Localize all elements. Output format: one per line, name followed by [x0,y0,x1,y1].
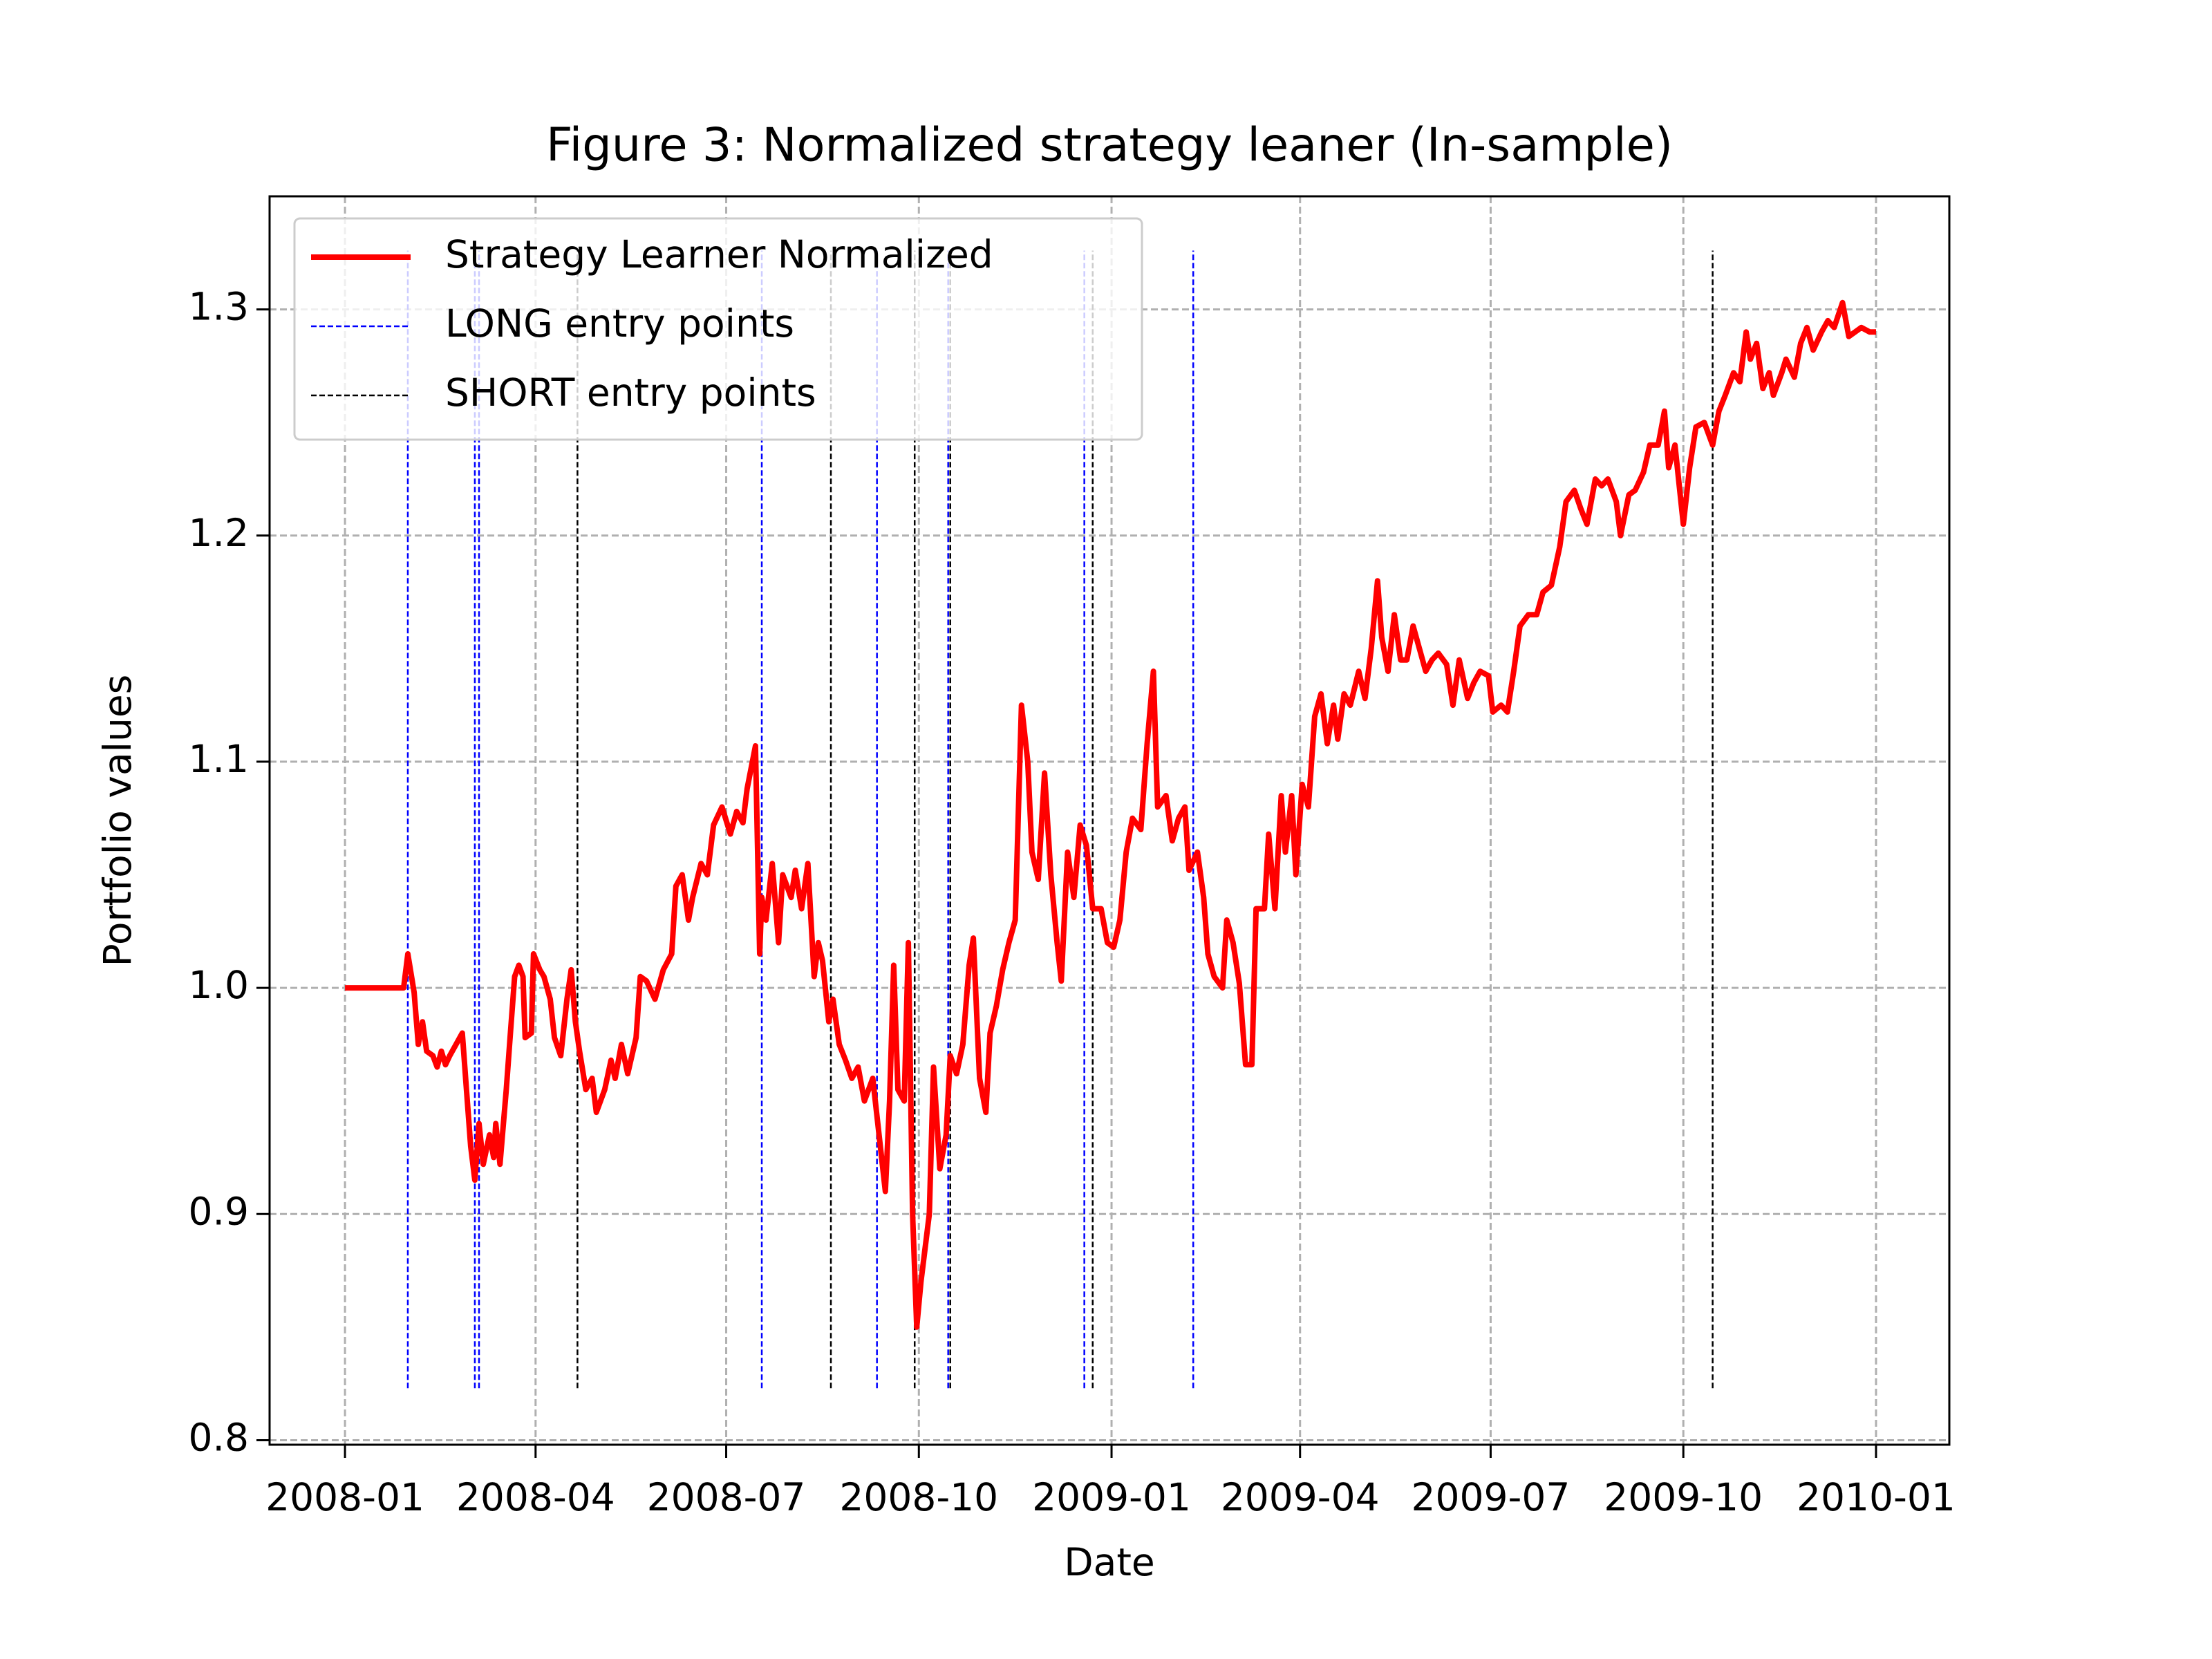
y-tick-label: 0.8 [189,1416,249,1460]
data-line [345,299,1876,1330]
legend-label: SHORT entry points [445,371,816,415]
x-tick-label: 2010-01 [1797,1475,1956,1519]
x-tick-label: 2008-01 [265,1475,424,1519]
x-tick-label: 2008-04 [456,1475,615,1519]
legend-label: LONG entry points [445,301,794,346]
legend-label: Strategy Learner Normalized [445,232,993,276]
x-tick-label: 2008-10 [839,1475,998,1519]
axes-frame [268,195,1951,1446]
chart-title: Figure 3: Normalized strategy leaner (In… [546,118,1673,172]
x-tick-label: 2009-01 [1032,1475,1191,1519]
y-tick-label: 1.1 [189,737,249,781]
x-tick-label: 2009-04 [1221,1475,1380,1519]
y-axis-label: Portfolio values [95,675,140,967]
x-tick-label: 2009-10 [1604,1475,1763,1519]
y-tick-label: 0.9 [189,1189,249,1233]
legend-box [293,217,1143,441]
y-tick-label: 1.0 [189,963,249,1007]
x-tick-label: 2009-07 [1412,1475,1571,1519]
x-tick-label: 2008-07 [647,1475,806,1519]
x-axis-label: Date [1064,1540,1154,1584]
y-tick-label: 1.3 [189,285,249,329]
y-tick-label: 1.2 [189,511,249,555]
